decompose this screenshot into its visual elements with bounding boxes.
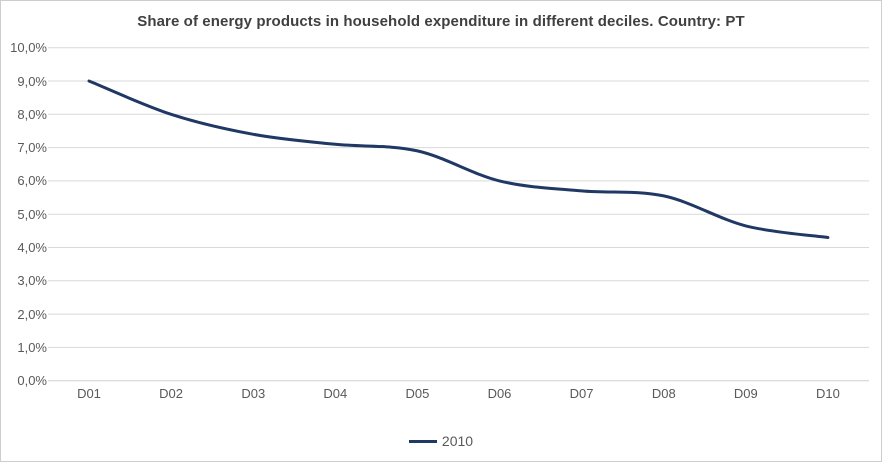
y-axis-tick-label: 0,0% (17, 373, 47, 389)
x-axis-tick-label: D01 (77, 386, 101, 401)
y-axis-tick-label: 6,0% (17, 173, 47, 189)
y-axis-tick-label: 5,0% (17, 206, 47, 222)
y-axis-tick-label: 3,0% (17, 273, 47, 289)
chart-title: Share of energy products in household ex… (137, 13, 745, 30)
y-axis-tick-label: 7,0% (17, 140, 47, 156)
x-axis-tick-label: D05 (405, 386, 430, 401)
legend-series-label: 2010 (441, 433, 474, 449)
x-axis-tick-label: D10 (815, 386, 840, 401)
x-axis-tick-label: D08 (651, 386, 676, 401)
x-axis-tick-label: D06 (487, 386, 512, 401)
series-line-2010 (87, 79, 830, 239)
x-axis-tick-label: D07 (569, 386, 594, 401)
y-axis-tick-label: 8,0% (17, 106, 47, 122)
legend: 2010 (1, 432, 881, 450)
y-axis-tick-label: 4,0% (17, 240, 47, 255)
y-axis-tick-label: 9,0% (17, 73, 47, 89)
y-axis-tick-label: 2,0% (17, 306, 47, 322)
y-axis-tick-label: 10,0% (10, 40, 47, 56)
x-axis-tick-label: D09 (733, 386, 758, 401)
y-axis-tick-label: 1,0% (17, 339, 47, 355)
x-axis-tick-label: D04 (323, 386, 348, 401)
x-axis-tick-label: D02 (159, 386, 184, 401)
legend-line-swatch (408, 439, 437, 443)
x-axis-tick-label: D03 (241, 386, 266, 401)
